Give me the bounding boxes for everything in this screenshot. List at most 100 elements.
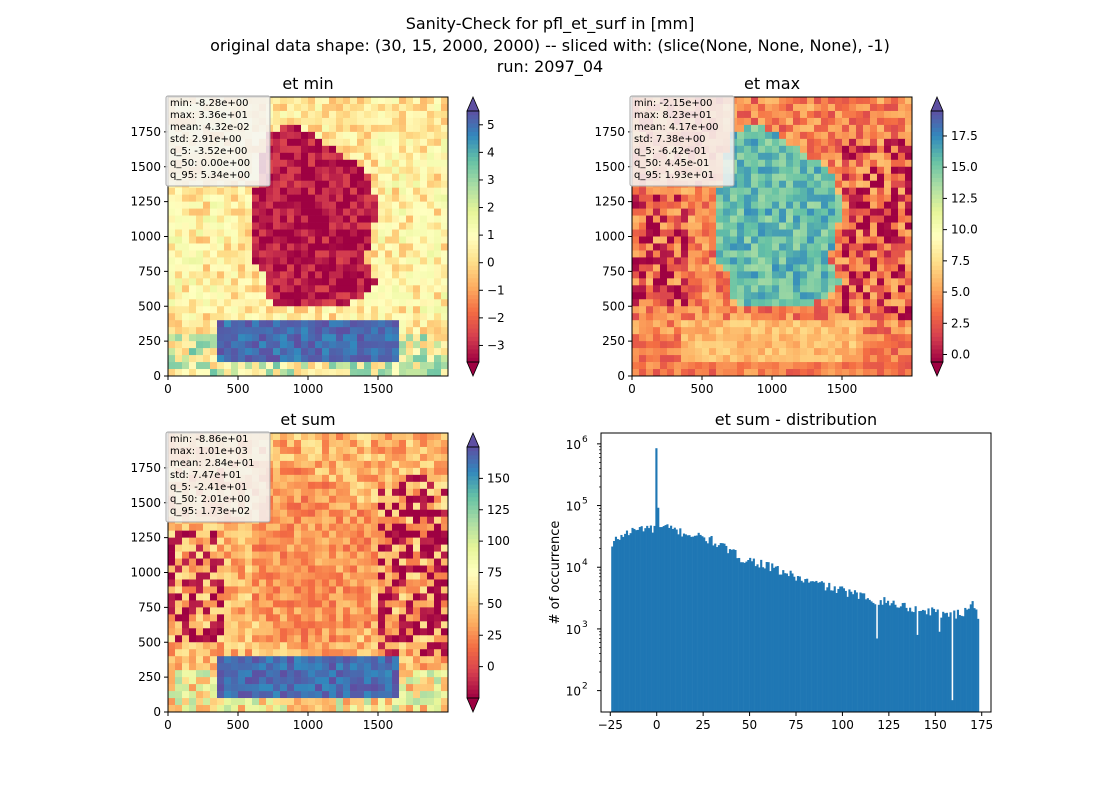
heatmap-cell [399,663,407,671]
heatmap-cell [786,278,794,286]
heatmap-cell [681,341,689,349]
heatmap-cell [814,271,822,279]
heatmap-cell [723,306,731,314]
heatmap-cell [434,292,442,300]
heatmap-cell [399,572,407,580]
heatmap-cell [730,362,738,370]
colorbar-segment [467,232,479,237]
heatmap-cell [266,691,274,699]
heatmap-cell [420,481,428,490]
heatmap-cell [315,355,323,363]
heatmap-cell [231,257,239,265]
y-tick-label: 0 [617,369,625,383]
heatmap-cell [329,614,337,622]
colorbar-segment [931,148,943,154]
heatmap-cell [877,194,885,202]
heatmap-cell [210,299,218,307]
heatmap-cell [877,208,885,216]
heatmap-cell [406,530,414,538]
heatmap-cell [744,313,752,321]
heatmap-cell [168,649,176,657]
heatmap-cell [399,152,407,161]
heatmap-cell [814,250,822,258]
heatmap-cell [399,481,407,490]
heatmap-cell [315,495,323,504]
heatmap-cell [294,593,302,601]
heatmap-cell [849,348,857,356]
heatmap-cell [863,124,871,133]
heatmap-cell [702,327,710,335]
heatmap-cell [821,236,829,244]
heatmap-cell [308,509,316,518]
heatmap-cell [709,299,717,307]
heatmap-cell [772,299,780,307]
heatmap-cell [786,313,794,321]
heatmap-cell [434,264,442,272]
heatmap-cell [695,215,703,223]
heatmap-cell [877,117,885,126]
heatmap-cell [870,264,878,272]
heatmap-cell [842,138,850,147]
heatmap-cell [224,691,232,699]
heatmap-cell [287,292,295,300]
heatmap-cell [441,663,449,671]
heatmap-cell [863,278,871,286]
heatmap-cell [660,320,668,328]
heatmap-cell [870,159,878,168]
heatmap-cell [884,110,892,119]
heatmap-cell [175,327,183,335]
heatmap-cell [807,362,815,370]
heatmap-cell [392,558,400,566]
heatmap-cell [392,320,400,328]
heatmap-cell [653,264,661,272]
heatmap-cell [357,355,365,363]
heatmap-cell [779,187,787,195]
heatmap-cell [336,558,344,566]
heatmap-cell [378,558,386,566]
heatmap-cell [280,656,288,664]
heatmap-cell [350,635,358,643]
heatmap-cell [259,208,267,216]
colorbar-segment [467,244,479,250]
heatmap-cell [441,537,449,545]
heatmap-cell [849,327,857,335]
heatmap-cell [252,544,260,552]
heatmap-cell [280,355,288,363]
heatmap-cell [294,474,302,483]
heatmap-cell [695,327,703,335]
heatmap-cell [245,593,253,601]
heatmap-cell [259,621,267,629]
heatmap-cell [842,152,850,161]
heatmap-cell [884,285,892,293]
heatmap-cell [765,243,773,251]
heatmap-cell [765,152,773,161]
heatmap-cell [863,208,871,216]
heatmap-cell [835,208,843,216]
heatmap-cell [182,327,190,335]
heatmap-cell [196,572,204,580]
heatmap-cell [364,362,372,370]
heatmap-cell [898,292,906,300]
heatmap-cell [427,544,435,552]
heatmap-cell [315,243,323,251]
heatmap-cell [828,159,836,168]
heatmap-cell [905,257,913,265]
heatmap-cell [821,208,829,216]
heatmap-cell [308,348,316,356]
heatmap-cell [392,299,400,307]
heatmap-cell [772,201,780,209]
heatmap-cell [252,593,260,601]
heatmap-cell [203,306,211,314]
heatmap-cell [350,250,358,258]
heatmap-cell [814,229,822,237]
heatmap-cell [744,222,752,230]
heatmap-cell [427,327,435,335]
heatmap-cell [392,509,400,518]
heatmap-cell [884,222,892,230]
heatmap-cell [399,124,407,133]
heatmap-cell [807,201,815,209]
heatmap-cell [273,516,281,525]
heatmap-cell [786,166,794,175]
heatmap-cell [385,523,393,531]
